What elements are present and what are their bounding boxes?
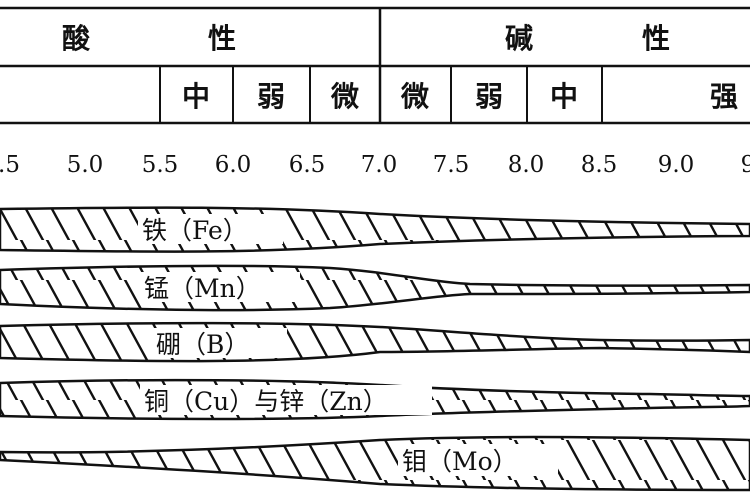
ph-tick: 8.5 [581, 152, 618, 178]
alkaline-header-char-1: 碱 [505, 22, 533, 55]
band-molybdenum: 钼（Mo） [0, 435, 750, 492]
ph-tick: 7.0 [361, 152, 398, 178]
acid-header-char-2: 性 [208, 22, 236, 55]
header-cell-acid-moderate: 中 [182, 80, 210, 113]
header-cell-acid-slight: 微 [330, 80, 359, 113]
header-table [0, 6, 750, 125]
ph-tick: 9 [741, 152, 750, 178]
ph-tick: 7.5 [433, 152, 470, 178]
label-iron: 铁（Fe） [142, 216, 248, 245]
header-cell-alkaline-slight: 微 [400, 80, 429, 113]
ph-tick: 9.0 [658, 152, 695, 178]
header-cell-alkaline-weak: 弱 [475, 80, 503, 113]
ph-tick: 5.0 [67, 152, 104, 178]
header-cell-acid-weak: 弱 [257, 80, 285, 113]
label-copper-zinc: 铜（Cu）与锌（Zn） [144, 387, 388, 416]
header-cell-alkaline-moderate: 中 [550, 80, 578, 113]
ph-tick: 6.0 [215, 152, 252, 178]
ph-tick: 8.0 [508, 152, 545, 178]
header-cell-alkaline-strong: 强 [710, 80, 738, 113]
ph-tick: .5 [0, 152, 20, 178]
label-manganese: 锰（Mn） [144, 274, 261, 303]
acid-header-char-1: 酸 [62, 22, 91, 55]
label-molybdenum: 钼（Mo） [402, 447, 518, 476]
ph-tick: 5.5 [142, 152, 179, 178]
alkaline-header-char-2: 性 [642, 22, 670, 55]
band-manganese: 锰（Mn） [0, 264, 750, 312]
band-copper-zinc: 铜（Cu）与锌（Zn） [0, 378, 750, 421]
band-boron: 硼（B） [0, 321, 750, 363]
band-iron: 铁（Fe） [0, 206, 750, 253]
ph-scale: .5 5.0 5.5 6.0 6.5 7.0 7.5 8.0 8.5 9.0 9 [0, 152, 750, 178]
label-boron: 硼（B） [156, 330, 249, 359]
ph-tick: 6.5 [289, 152, 326, 178]
